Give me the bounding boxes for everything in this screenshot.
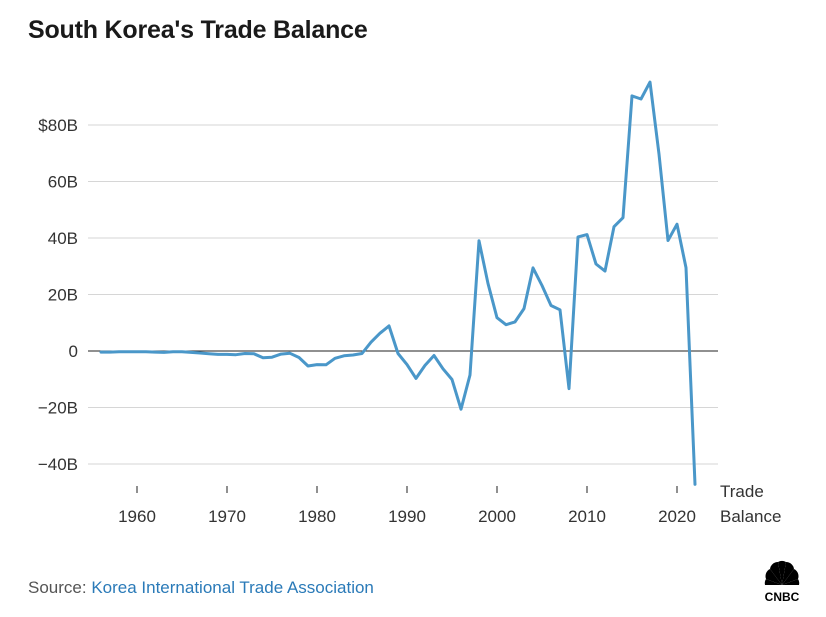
x-tick-label: 2020: [658, 507, 696, 526]
y-axis-ticks: −40B −20B 0 20B 40B 60B $80B: [38, 116, 78, 474]
peacock-feather: [782, 561, 794, 585]
peacock-feather: [770, 561, 782, 585]
y-tick-label: 0: [69, 342, 78, 361]
chart-title: South Korea's Trade Balance: [28, 16, 368, 44]
grid-lines: [88, 124, 718, 465]
cnbc-peacock-logo: CNBC: [764, 560, 800, 604]
x-tick-label: 1970: [208, 507, 246, 526]
y-tick-label: 60B: [48, 173, 78, 192]
y-tick-label: $80B: [38, 116, 78, 135]
source-note: Source: Korea International Trade Associ…: [28, 578, 374, 598]
series-line: [99, 80, 697, 486]
peacock-feather: [765, 569, 782, 585]
x-axis-ticks: 1960 1970 1980 1990 2000 2010 2020: [118, 486, 696, 526]
series-layer: [99, 80, 697, 486]
series-label: Trade Balance: [720, 482, 781, 526]
peacock-feather: [782, 579, 800, 585]
x-tick-label: 1960: [118, 507, 156, 526]
x-tick-label: 2010: [568, 507, 606, 526]
x-tick-label: 1990: [388, 507, 426, 526]
source-prefix: Source:: [28, 578, 92, 597]
logo-text: CNBC: [765, 590, 800, 604]
y-tick-label: −20B: [38, 399, 78, 418]
y-tick-label: −40B: [38, 455, 78, 474]
peacock-feather: [764, 579, 782, 585]
y-tick-label: 40B: [48, 229, 78, 248]
y-tick-label: 20B: [48, 286, 78, 305]
peacock-feather: [778, 560, 786, 585]
series-label-line: Balance: [720, 507, 781, 526]
series-label-line: Trade: [720, 482, 764, 501]
x-tick-label: 1980: [298, 507, 336, 526]
peacock-feather: [782, 569, 799, 585]
line-chart: −40B −20B 0 20B 40B 60B $80B 1960 1970 1980 1990 2…: [38, 80, 781, 526]
source-link[interactable]: Korea International Trade Association: [91, 578, 374, 597]
x-tick-label: 2000: [478, 507, 516, 526]
